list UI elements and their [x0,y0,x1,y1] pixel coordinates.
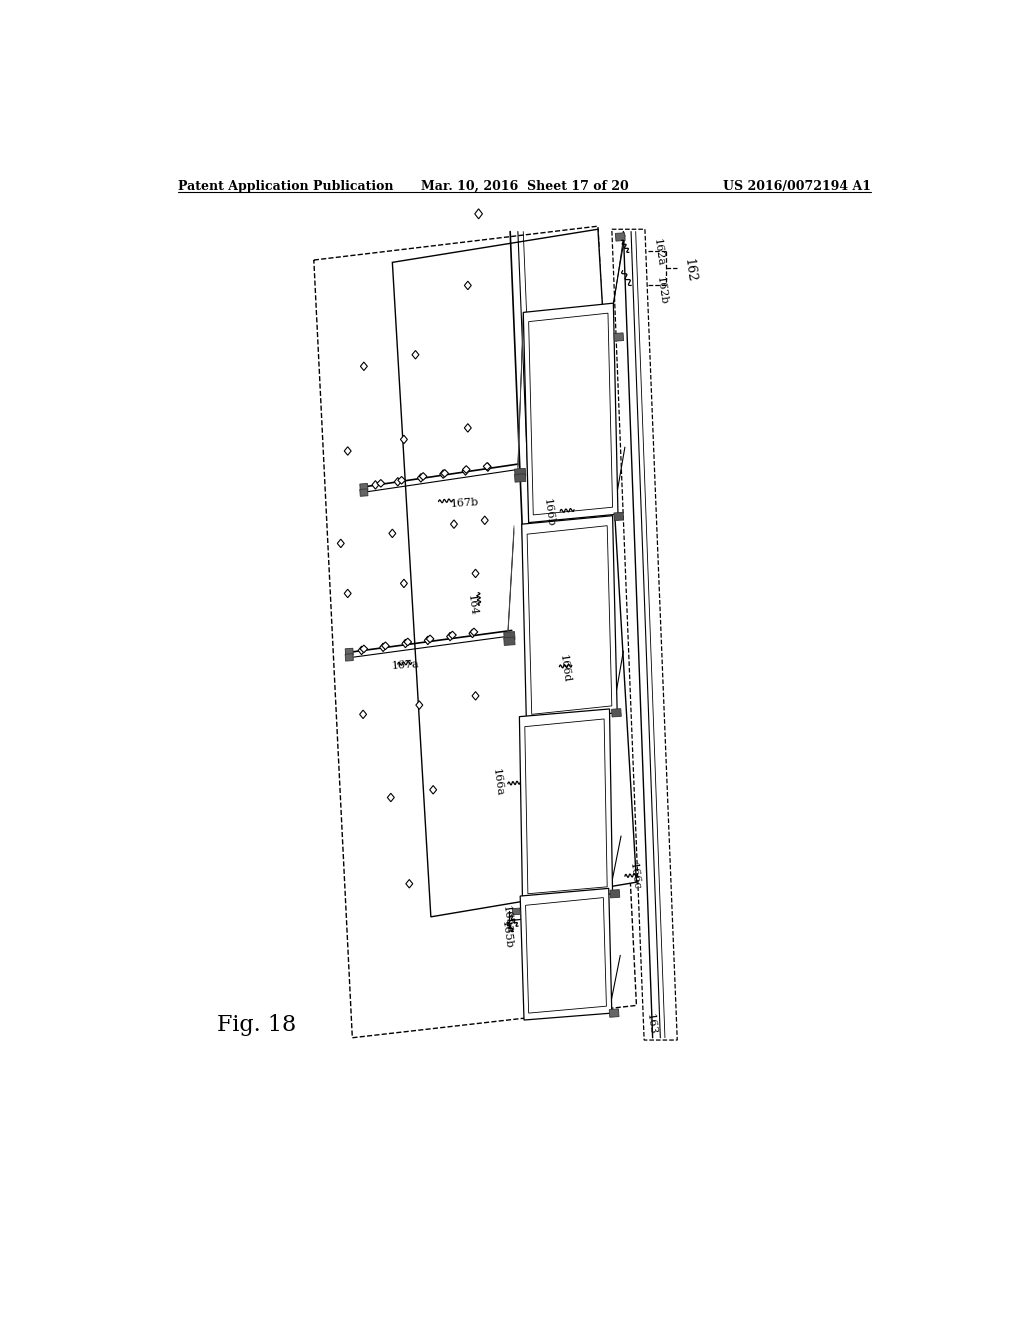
Text: 166c: 166c [628,862,641,891]
Polygon shape [397,477,406,484]
Text: 166d: 166d [558,655,571,684]
Polygon shape [344,589,351,598]
Polygon shape [344,446,351,455]
Polygon shape [469,630,476,638]
Polygon shape [360,362,368,371]
Polygon shape [359,710,367,718]
Polygon shape [372,480,379,490]
Polygon shape [610,890,620,898]
Polygon shape [481,516,488,524]
Polygon shape [382,642,389,649]
Text: 166b: 166b [542,498,556,528]
Polygon shape [441,470,449,477]
Polygon shape [416,701,423,709]
Polygon shape [406,879,413,888]
Text: 162b: 162b [655,276,669,306]
Text: 167a: 167a [391,659,419,671]
Polygon shape [504,631,515,640]
Polygon shape [451,520,458,528]
Polygon shape [520,888,611,1020]
Polygon shape [464,424,471,432]
Polygon shape [514,474,526,482]
Polygon shape [472,569,479,578]
Polygon shape [389,529,396,537]
Polygon shape [359,488,368,496]
Polygon shape [514,469,526,477]
Polygon shape [521,516,617,721]
Text: 165a: 165a [501,904,515,933]
Polygon shape [613,512,624,520]
Polygon shape [400,579,408,587]
Polygon shape [360,645,368,652]
Polygon shape [402,639,409,648]
Polygon shape [430,785,436,795]
Text: Mar. 10, 2016  Sheet 17 of 20: Mar. 10, 2016 Sheet 17 of 20 [421,180,629,193]
Text: 164: 164 [466,594,478,616]
Polygon shape [524,719,607,894]
Polygon shape [483,462,490,470]
Text: Patent Application Publication: Patent Application Publication [178,180,394,193]
Polygon shape [439,470,446,478]
Polygon shape [527,525,611,714]
Text: 166a: 166a [490,767,504,797]
Polygon shape [613,333,624,341]
Polygon shape [512,908,520,915]
Polygon shape [424,636,431,644]
Polygon shape [380,643,387,652]
Polygon shape [377,479,385,487]
Polygon shape [392,230,637,917]
Polygon shape [446,632,454,640]
Polygon shape [337,539,344,548]
Polygon shape [504,638,515,645]
Polygon shape [358,647,365,655]
Polygon shape [387,793,394,801]
Text: Fig. 18: Fig. 18 [217,1014,296,1036]
Text: 162a: 162a [652,238,666,267]
Polygon shape [463,466,470,474]
Polygon shape [403,638,412,645]
Polygon shape [418,474,424,482]
Text: 167b: 167b [451,498,479,510]
Text: 165b: 165b [500,920,513,949]
Polygon shape [426,635,434,643]
Polygon shape [449,631,457,639]
Polygon shape [345,653,353,661]
Text: 162: 162 [682,257,698,282]
Polygon shape [609,1008,618,1018]
Polygon shape [475,209,482,219]
Polygon shape [400,436,408,444]
Polygon shape [528,313,612,515]
Polygon shape [615,232,626,242]
Polygon shape [525,898,606,1014]
Polygon shape [412,351,419,359]
Text: 163: 163 [645,1014,657,1036]
Polygon shape [462,467,469,475]
Text: US 2016/0072194 A1: US 2016/0072194 A1 [723,180,871,193]
Polygon shape [519,709,612,900]
Polygon shape [611,230,677,1040]
Polygon shape [464,281,471,289]
Polygon shape [470,628,478,636]
Polygon shape [523,304,617,523]
Polygon shape [484,463,492,471]
Polygon shape [359,483,368,491]
Polygon shape [472,692,479,700]
Polygon shape [345,648,353,656]
Polygon shape [611,709,622,717]
Polygon shape [394,478,401,486]
Polygon shape [420,473,427,480]
